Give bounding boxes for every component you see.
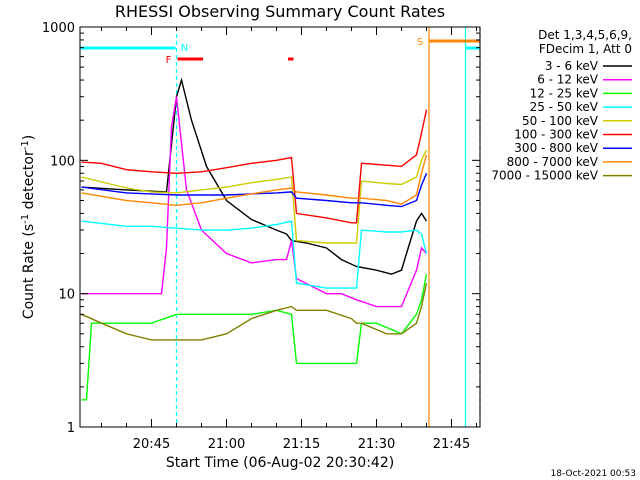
y-axis-label: Count Rate (s-1 detector-1) xyxy=(20,135,37,319)
timestamp: 18-Oct-2021 00:53 xyxy=(551,469,636,479)
flag-F-label: F xyxy=(166,55,172,66)
series-line-4 xyxy=(81,149,428,244)
y-tick-label-2: 100 xyxy=(50,154,75,169)
plot-area: FN S xyxy=(80,27,481,427)
x-tick-label-4: 21:45 xyxy=(433,437,470,452)
axes: 20:45 21:00 21:15 21:30 21:45 1 10 100 1000 xyxy=(42,21,480,452)
legend-header-0: Det 1,3,4,5,6,9, xyxy=(538,28,632,42)
legend-label-1: 6 - 12 keV xyxy=(537,73,599,87)
plot-frame xyxy=(79,26,481,428)
series-line-6 xyxy=(81,173,428,208)
chart-title: RHESSI Observing Summary Count Rates xyxy=(115,2,445,21)
x-tick-label-2: 21:15 xyxy=(283,437,320,452)
series-line-8 xyxy=(81,282,428,341)
legend-label-7: 800 - 7000 keV xyxy=(507,155,599,169)
x-tick-label-1: 21:00 xyxy=(208,437,245,452)
x-tick-label-0: 20:45 xyxy=(133,437,170,452)
series-line-1 xyxy=(81,96,428,308)
series-line-3 xyxy=(81,220,428,289)
y-tick-label-1: 10 xyxy=(58,288,75,303)
legend-label-3: 25 - 50 keV xyxy=(530,100,599,114)
legend-label-8: 7000 - 15000 keV xyxy=(491,169,598,183)
legend-label-4: 50 - 100 keV xyxy=(522,114,599,128)
x-tick-label-3: 21:30 xyxy=(358,437,395,452)
legend: Det 1,3,4,5,6,9,FDecim 1, Att 0 3 - 6 keV… xyxy=(491,28,632,183)
series-line-2 xyxy=(81,274,428,401)
legend-header-1: FDecim 1, Att 0 xyxy=(539,42,632,56)
flag-S-label: S xyxy=(417,37,423,48)
legend-label-6: 300 - 800 keV xyxy=(514,141,598,155)
y-tick-label-3: 1000 xyxy=(42,21,75,36)
series-line-5 xyxy=(81,109,428,224)
series-line-7 xyxy=(81,154,428,207)
x-axis-label: Start Time (06-Aug-02 20:30:42) xyxy=(166,455,394,471)
series-line-0 xyxy=(81,77,428,275)
legend-label-0: 3 - 6 keV xyxy=(545,59,599,73)
flag-N-label: N xyxy=(181,43,188,54)
legend-label-2: 12 - 25 keV xyxy=(530,86,599,100)
legend-label-5: 100 - 300 keV xyxy=(514,128,598,142)
y-tick-label-0: 1 xyxy=(67,421,75,436)
